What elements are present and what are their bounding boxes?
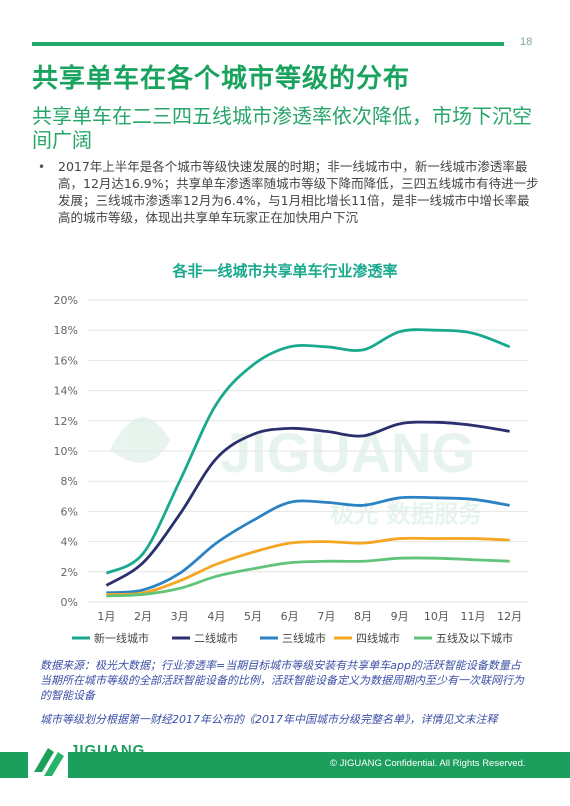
x-tick-label: 8月 <box>354 610 372 623</box>
legend-label: 二线城市 <box>194 631 238 645</box>
copyright-text: © JIGUANG Confidential. All Rights Reser… <box>330 758 526 769</box>
y-tick-label: 16% <box>54 354 78 367</box>
series-line <box>105 328 511 575</box>
bullet-paragraph: 2017年上半年是各个城市等级快速发展的时期；非一线城市中，新一线城市渗透率最高… <box>58 159 539 225</box>
x-tick-label: 6月 <box>281 610 299 623</box>
chart-title: 各非一线城市共享单车行业渗透率 <box>171 262 397 280</box>
footer-logo-sub: 极光 数据服务 <box>92 761 143 770</box>
series-line <box>105 420 510 587</box>
legend-label: 三线城市 <box>282 631 326 645</box>
series-line <box>106 556 510 598</box>
series-line <box>106 495 510 595</box>
page-title: 共享单车在各个城市等级的分布 <box>32 64 411 94</box>
y-tick-label: 20% <box>54 294 78 307</box>
footer-bar <box>0 752 570 778</box>
y-tick-label: 0% <box>61 596 78 609</box>
y-tick-label: 12% <box>54 415 78 428</box>
header-rule <box>32 42 504 46</box>
source-note: 数据来源：极光大数据；行业渗透率=当期目标城市等级安装有共享单车app的活跃智能… <box>40 659 524 702</box>
y-tick-label: 2% <box>61 566 78 579</box>
watermark-logo-icon <box>110 417 170 463</box>
bullet-icon: • <box>38 160 46 174</box>
jiguang-logo-icon <box>28 742 68 782</box>
page-subtitle: 共享单车在二三四五线城市渗透率依次降低，市场下沉空间广阔 <box>32 104 532 152</box>
y-tick-label: 14% <box>54 385 78 398</box>
x-tick-label: 10月 <box>424 610 449 623</box>
y-tick-label: 4% <box>61 536 78 549</box>
watermark-brand: JIGUANG <box>220 421 475 484</box>
x-tick-label: 3月 <box>171 610 189 623</box>
x-tick-label: 7月 <box>317 610 335 623</box>
classification-note: 城市等级划分根据第一财经2017年公布的《2017年中国城市分级完整名单》，详情… <box>40 713 498 726</box>
legend-label: 四线城市 <box>356 631 400 645</box>
series-line <box>106 536 510 596</box>
x-tick-label: 12月 <box>497 610 522 623</box>
x-tick-label: 9月 <box>391 610 409 623</box>
x-tick-label: 5月 <box>244 610 262 623</box>
y-tick-label: 18% <box>54 324 78 337</box>
x-tick-label: 11月 <box>461 610 486 623</box>
page-number: 18 <box>520 36 533 48</box>
x-tick-label: 1月 <box>97 610 115 623</box>
y-tick-label: 8% <box>61 475 78 488</box>
x-tick-label: 2月 <box>134 610 152 623</box>
footer-logo-text: JIGUANG <box>70 742 146 759</box>
y-tick-label: 6% <box>61 505 78 518</box>
x-tick-label: 4月 <box>207 610 225 623</box>
legend-label: 新一线城市 <box>94 631 149 645</box>
legend-label: 五线及以下城市 <box>436 631 513 645</box>
penetration-line-chart: JIGUANG 极光 数据服务 各非一线城市共享单车行业渗透率 0%2%4%6%… <box>54 262 528 645</box>
y-tick-label: 10% <box>54 445 78 458</box>
